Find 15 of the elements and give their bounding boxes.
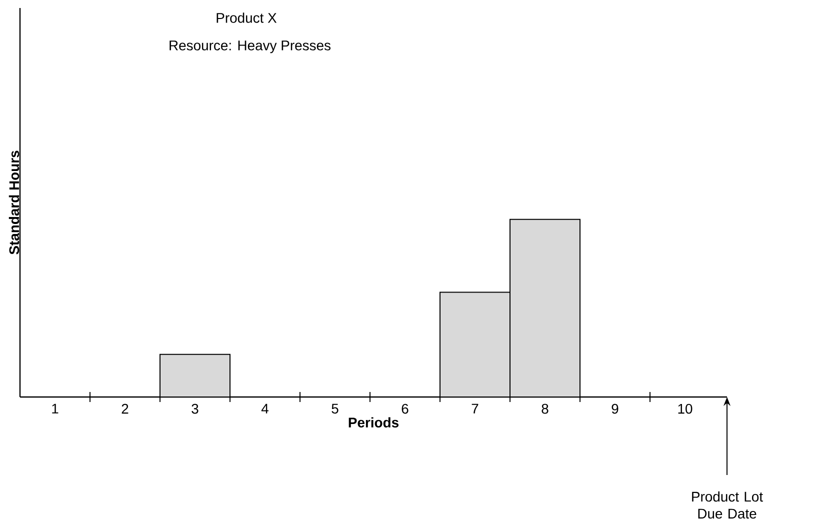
x-tick-label: 10: [678, 404, 692, 414]
chart-title: Product X: [216, 12, 277, 23]
x-tick-label: 9: [612, 404, 618, 414]
x-tick-label: 1: [52, 404, 58, 414]
x-axis-title: Periods: [348, 417, 399, 428]
chart-subtitle: Resource: Heavy Presses: [170, 40, 331, 54]
x-tick-label: 4: [261, 404, 268, 414]
x-tick-label: 5: [332, 404, 338, 414]
x-tick-label: 3: [192, 404, 198, 414]
x-tick-label: 2: [122, 404, 128, 414]
text: Product Lot Due Date: [692, 491, 763, 519]
x-tick-label: 7: [472, 404, 478, 414]
y-axis-title: Standard Hours: [8, 150, 20, 254]
x-tick-label: 6: [402, 404, 408, 414]
x-tick-label: 8: [542, 404, 548, 414]
